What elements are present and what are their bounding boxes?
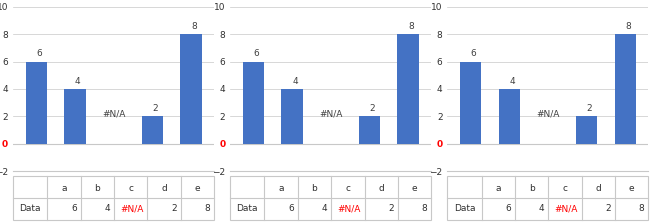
Text: #N/A: #N/A xyxy=(120,204,143,213)
Text: #N/A: #N/A xyxy=(102,109,125,118)
Text: 8: 8 xyxy=(204,204,210,213)
Text: a: a xyxy=(496,184,501,193)
Text: d: d xyxy=(595,184,601,193)
Text: 8: 8 xyxy=(626,22,631,31)
Text: Data: Data xyxy=(20,204,41,213)
Text: d: d xyxy=(161,184,167,193)
Text: 6: 6 xyxy=(36,49,42,58)
Bar xyxy=(498,89,520,144)
Text: 2: 2 xyxy=(369,104,375,113)
Text: #N/A: #N/A xyxy=(536,109,559,118)
Text: #N/A: #N/A xyxy=(337,204,360,213)
Bar xyxy=(576,116,597,144)
Text: 4: 4 xyxy=(75,77,81,85)
Text: 4: 4 xyxy=(292,77,298,85)
Text: 6: 6 xyxy=(505,204,511,213)
Text: 6: 6 xyxy=(470,49,476,58)
Bar xyxy=(243,61,264,144)
Text: 6: 6 xyxy=(253,49,259,58)
Text: c: c xyxy=(563,184,567,193)
Text: Data: Data xyxy=(236,204,258,213)
Text: 2: 2 xyxy=(388,204,394,213)
Bar xyxy=(359,116,380,144)
Text: #N/A: #N/A xyxy=(319,109,343,118)
Text: 2: 2 xyxy=(171,204,177,213)
Text: c: c xyxy=(345,184,350,193)
Bar xyxy=(26,61,47,144)
Bar xyxy=(180,34,202,144)
Text: 8: 8 xyxy=(191,22,196,31)
Text: b: b xyxy=(312,184,318,193)
Text: #N/A: #N/A xyxy=(554,204,578,213)
Bar xyxy=(614,34,636,144)
Text: 6: 6 xyxy=(288,204,294,213)
Bar xyxy=(282,89,303,144)
Text: 2: 2 xyxy=(587,104,592,113)
Text: e: e xyxy=(412,184,417,193)
Text: 6: 6 xyxy=(71,204,77,213)
Text: 4: 4 xyxy=(322,204,327,213)
Text: 8: 8 xyxy=(422,204,427,213)
Text: d: d xyxy=(379,184,384,193)
Text: b: b xyxy=(529,184,534,193)
Text: e: e xyxy=(629,184,635,193)
Bar xyxy=(398,34,419,144)
Text: 4: 4 xyxy=(104,204,110,213)
Text: 8: 8 xyxy=(639,204,645,213)
Text: a: a xyxy=(278,184,284,193)
Bar xyxy=(64,89,86,144)
Text: 2: 2 xyxy=(153,104,158,113)
Text: 4: 4 xyxy=(538,204,544,213)
Bar xyxy=(141,116,163,144)
Text: e: e xyxy=(195,184,200,193)
Bar xyxy=(460,61,481,144)
Text: 8: 8 xyxy=(408,22,414,31)
Text: a: a xyxy=(61,184,67,193)
Text: b: b xyxy=(94,184,100,193)
Text: c: c xyxy=(128,184,133,193)
Text: Data: Data xyxy=(454,204,476,213)
Text: 4: 4 xyxy=(509,77,515,85)
Text: 2: 2 xyxy=(605,204,611,213)
